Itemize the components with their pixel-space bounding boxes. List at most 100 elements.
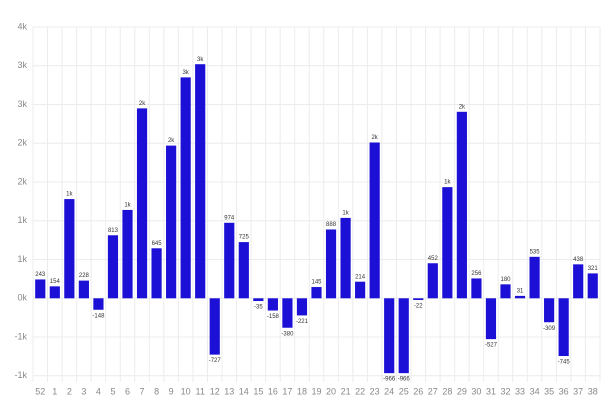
bar xyxy=(456,111,467,299)
x-tick-label: 37 xyxy=(573,386,583,396)
bar xyxy=(35,279,46,299)
bar xyxy=(282,298,293,328)
x-tick-label: 32 xyxy=(500,386,510,396)
y-tick-label: 1k xyxy=(17,254,27,264)
bar xyxy=(93,298,104,310)
value-label: -727 xyxy=(209,358,222,364)
x-tick-label: 52 xyxy=(35,386,45,396)
bar xyxy=(485,298,497,340)
y-tick-label: 4k xyxy=(17,21,27,31)
bar xyxy=(64,199,75,299)
value-label: 974 xyxy=(224,215,235,221)
x-tick-label: 11 xyxy=(196,386,205,396)
y-tick-label: 2k xyxy=(17,176,27,186)
value-label: 145 xyxy=(311,280,322,286)
bar xyxy=(325,229,337,299)
value-label: 321 xyxy=(588,266,599,272)
value-label: 2k xyxy=(371,135,378,141)
x-tick-label: 15 xyxy=(253,386,263,396)
value-label: -158 xyxy=(267,314,280,320)
value-label: 1k xyxy=(342,210,349,216)
value-label: -35 xyxy=(254,305,263,311)
value-label: -745 xyxy=(558,360,571,366)
bar xyxy=(514,295,526,299)
bar xyxy=(253,298,264,302)
x-tick-label: 21 xyxy=(341,386,351,396)
x-tick-label: 36 xyxy=(559,386,569,396)
x-tick-label: 7 xyxy=(140,386,145,396)
x-tick-label: 13 xyxy=(224,386,234,396)
bar xyxy=(340,217,351,299)
value-label: -221 xyxy=(296,319,309,325)
x-tick-label: 34 xyxy=(530,386,540,396)
value-label: 2k xyxy=(139,101,146,107)
bar xyxy=(573,264,584,299)
value-label: 2k xyxy=(459,104,466,110)
x-tick-label: 28 xyxy=(442,386,452,396)
bar xyxy=(78,280,89,299)
bar xyxy=(558,298,569,357)
y-tick-label: -1k xyxy=(14,370,27,380)
value-label: 725 xyxy=(239,235,250,241)
y-tick-label: 3k xyxy=(17,99,27,109)
y-tick-label: 0k xyxy=(17,293,27,303)
value-label: 31 xyxy=(517,288,524,294)
bar xyxy=(427,263,438,299)
bar xyxy=(587,273,598,299)
bar xyxy=(166,145,177,299)
value-label: 243 xyxy=(35,272,46,278)
x-tick-label: 8 xyxy=(154,386,159,396)
bar xyxy=(500,284,511,299)
bar xyxy=(136,108,148,299)
x-tick-label: 12 xyxy=(210,386,220,396)
value-label: 2k xyxy=(168,138,175,144)
bar xyxy=(529,256,540,299)
value-label: -966 xyxy=(383,377,396,383)
value-label: 452 xyxy=(428,256,439,262)
value-label: 1k xyxy=(444,180,451,186)
value-label: 214 xyxy=(355,274,366,280)
bar xyxy=(442,187,453,299)
bar xyxy=(151,248,162,299)
value-label: -527 xyxy=(485,343,498,349)
x-tick-label: 35 xyxy=(544,386,554,396)
bar xyxy=(398,298,409,374)
bar xyxy=(544,298,555,323)
value-label: 1k xyxy=(124,203,131,209)
value-label: 813 xyxy=(108,228,119,234)
value-label: 645 xyxy=(152,241,163,247)
x-tick-label: 25 xyxy=(399,386,409,396)
value-label: 888 xyxy=(326,222,337,228)
y-tick-label: 3k xyxy=(17,60,27,70)
bar xyxy=(180,77,191,299)
x-tick-label: 2 xyxy=(67,386,72,396)
x-tick-label: 18 xyxy=(297,386,307,396)
x-tick-label: 31 xyxy=(486,386,496,396)
value-label: -966 xyxy=(398,377,411,383)
value-label: 154 xyxy=(50,279,61,285)
value-label: 256 xyxy=(471,271,482,277)
bar xyxy=(311,287,322,299)
y-tick-label: -1k xyxy=(14,331,27,341)
bar xyxy=(384,298,395,374)
x-tick-label: 26 xyxy=(413,386,423,396)
x-tick-label: 17 xyxy=(282,386,292,396)
value-label: 228 xyxy=(79,273,90,279)
value-label: 3k xyxy=(182,70,189,76)
bar xyxy=(471,278,482,299)
x-tick-label: 1 xyxy=(52,386,57,396)
x-tick-label: 23 xyxy=(370,386,380,396)
x-tick-label: 3 xyxy=(81,386,86,396)
value-label: -309 xyxy=(543,326,556,332)
x-tick-label: 4 xyxy=(96,386,101,396)
x-tick-label: 5 xyxy=(110,386,115,396)
value-label: 438 xyxy=(573,257,584,263)
bar xyxy=(355,281,366,299)
x-tick-label: 22 xyxy=(355,386,365,396)
value-label: 180 xyxy=(500,277,511,283)
value-label: 3k xyxy=(197,57,204,63)
bar xyxy=(122,209,133,299)
bar xyxy=(238,242,249,299)
bar xyxy=(224,222,235,299)
